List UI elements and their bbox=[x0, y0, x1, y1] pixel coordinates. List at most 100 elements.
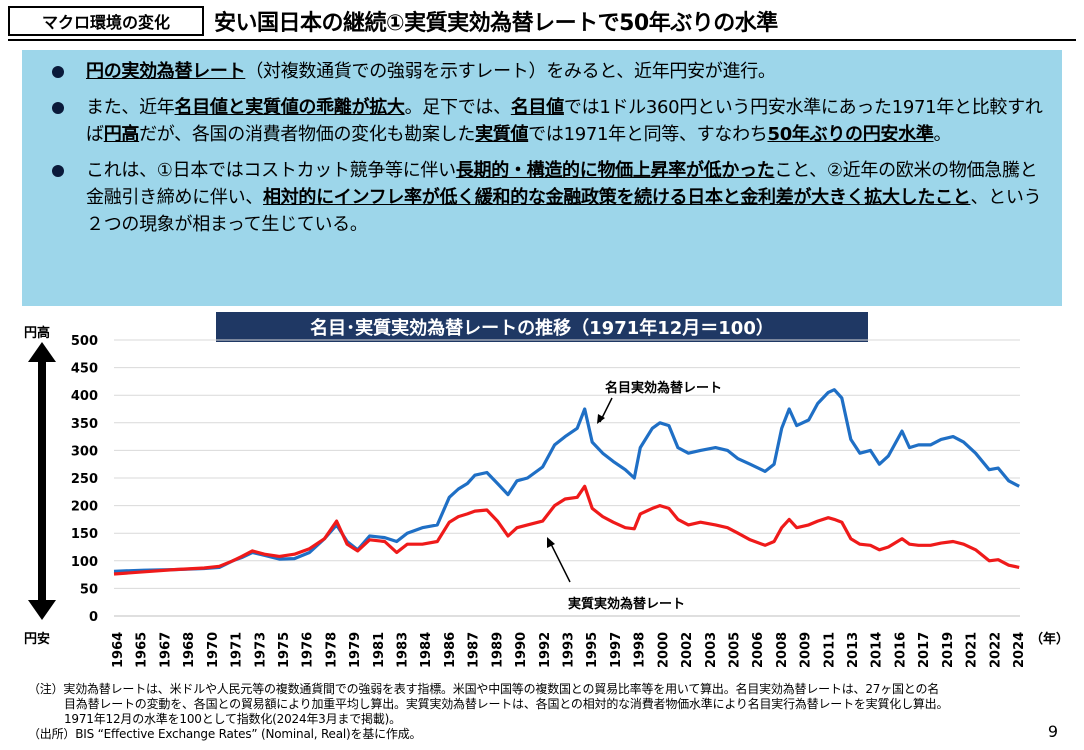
y-tick-label: 450 bbox=[71, 362, 98, 377]
x-tick-label: 2005 bbox=[727, 632, 742, 668]
series-label-real: 実質実効為替レート bbox=[568, 596, 685, 612]
x-tick-label: 1967 bbox=[158, 632, 173, 668]
bullet-2: また、近年名目値と実質値の乖離が拡大。足下では、名目値では1ドル360円という円… bbox=[40, 94, 1046, 148]
exchange-rate-chart: 0 50 100 150 200 250 300 350 400 450 500 1964 1965 19… bbox=[28, 334, 1027, 668]
down-arrow-icon bbox=[28, 600, 56, 620]
x-tick-label: 1990 bbox=[514, 632, 529, 668]
x-tick-label: 1973 bbox=[253, 632, 268, 668]
direction-arrow-shaft bbox=[38, 356, 46, 604]
x-tick-label: 1986 bbox=[443, 632, 458, 668]
bullet-segment: これは、①日本ではコストカット競争等に伴い bbox=[86, 160, 456, 181]
section-tag: マクロ環境の変化 bbox=[8, 6, 204, 36]
bullet-segment: 。 bbox=[933, 124, 952, 145]
bullet-segment: では1ドル360円という円安水準にあった1971年と比較すれば bbox=[86, 97, 1043, 145]
x-tick-label: 1976 bbox=[301, 632, 316, 668]
x-tick-label: 1971 bbox=[230, 632, 245, 668]
chart-title: 名目･実質実効為替レートの推移（1971年12月＝100） bbox=[216, 312, 868, 342]
y-tick-label: 100 bbox=[71, 555, 98, 570]
x-tick-label: 1970 bbox=[206, 632, 221, 668]
callout-arrow-real bbox=[549, 541, 571, 583]
y-tick-label: 500 bbox=[71, 334, 98, 349]
bullet-text: 円の実効為替レート（対複数通貨での強弱を示すレート）をみると、近年円安が進行。 bbox=[86, 61, 776, 82]
x-tick-label: 1989 bbox=[490, 632, 505, 668]
note-line-2: 目為替レートの変動を、各国との貿易額により加重平均し算出。実質実効為替レートは、… bbox=[64, 697, 949, 711]
title-divider bbox=[8, 39, 1076, 41]
bullet-dot-icon bbox=[52, 165, 64, 177]
up-arrow-icon bbox=[28, 342, 56, 362]
x-tick-label: 2002 bbox=[680, 632, 695, 668]
x-tick-label: 1998 bbox=[633, 632, 648, 668]
x-tick-label: 2022 bbox=[988, 632, 1003, 668]
x-tick-label: 2016 bbox=[893, 632, 908, 668]
x-tick-label: 1983 bbox=[396, 632, 411, 668]
x-tick-label: 1964 bbox=[111, 632, 126, 668]
x-tick-label: 1979 bbox=[348, 632, 363, 668]
x-tick-label: 2008 bbox=[775, 632, 790, 668]
x-tick-label: 2017 bbox=[917, 632, 932, 668]
y-tick-label: 150 bbox=[71, 527, 98, 542]
bullet-emphasis: 円高 bbox=[103, 124, 140, 145]
x-unit-label: （年） bbox=[1030, 632, 1070, 647]
x-tick-label: 1968 bbox=[182, 632, 197, 668]
y-tick-label: 0 bbox=[89, 610, 98, 625]
bullet-emphasis: 相対的にインフレ率が低く緩和的な金融政策を続ける日本と金利差が大きく拡大したこと bbox=[263, 187, 971, 208]
bullet-segment: また、近年 bbox=[86, 97, 175, 118]
x-tick-label: 2024 bbox=[1012, 632, 1027, 668]
x-tick-label: 1997 bbox=[609, 632, 624, 668]
x-tick-label: 1995 bbox=[585, 632, 600, 668]
arrowhead-icon bbox=[547, 537, 555, 548]
series-line-real bbox=[113, 484, 1020, 576]
x-tick-label: 2003 bbox=[704, 632, 719, 668]
x-tick-label: 1975 bbox=[277, 632, 292, 668]
bullet-segment: こと、②近年の欧米の物価急騰と金融引き締めに伴い、 bbox=[86, 160, 1038, 208]
bullet-emphasis: 長期的・構造的に物価上昇率が低かった bbox=[455, 160, 775, 181]
series-label-nominal: 名目実効為替レート bbox=[605, 380, 722, 396]
y-tick-label: 300 bbox=[71, 444, 98, 459]
source-line: （出所）BIS “Effective Exchange Rates” (Nomi… bbox=[28, 727, 422, 741]
arrowhead-icon bbox=[597, 414, 605, 424]
x-tick-label: 2019 bbox=[941, 632, 956, 668]
x-tick-label: 1984 bbox=[419, 632, 434, 668]
note-line-3: 1971年12月の水準を100として指数化(2024年3月まで掲載)。 bbox=[64, 712, 401, 726]
bullet-emphasis: 名目値 bbox=[510, 97, 564, 118]
footnote: （注）実効為替レートは、米ドルや人民元等の複数通貨間での強弱を表す指標。米国や中… bbox=[28, 682, 1038, 742]
x-tick-label: 2011 bbox=[822, 632, 837, 668]
bullet-text: また、近年名目値と実質値の乖離が拡大。足下では、名目値では1ドル360円という円… bbox=[86, 97, 1043, 145]
y-tick-label: 350 bbox=[71, 417, 98, 432]
y-low-label: 円安 bbox=[24, 632, 51, 647]
x-tick-label: 1965 bbox=[135, 632, 150, 668]
bullet-emphasis: 実質値 bbox=[475, 124, 529, 145]
bullet-segment: 。足下では、 bbox=[404, 97, 512, 118]
bullet-3: これは、①日本ではコストカット競争等に伴い長期的・構造的に物価上昇率が低かったこ… bbox=[40, 157, 1046, 238]
bullet-segment: では1971年と同等、すなわち bbox=[528, 124, 768, 145]
x-tick-label: 2009 bbox=[799, 632, 814, 668]
x-tick-label: 2021 bbox=[965, 632, 980, 668]
x-tick-label: 1981 bbox=[372, 632, 387, 668]
x-tick-label: 2006 bbox=[751, 632, 766, 668]
summary-box: 円の実効為替レート（対複数通貨での強弱を示すレート）をみると、近年円安が進行。 … bbox=[22, 50, 1062, 306]
page-title: 安い国日本の継続①実質実効為替レートで50年ぶりの水準 bbox=[214, 11, 778, 36]
x-tick-label: 2013 bbox=[846, 632, 861, 668]
bullet-dot-icon bbox=[52, 102, 64, 114]
x-tick-label: 1993 bbox=[562, 632, 577, 668]
y-tick-label: 200 bbox=[71, 500, 98, 515]
y-tick-label: 400 bbox=[71, 389, 98, 404]
bullet-emphasis: 名目値と実質値の乖離が拡大 bbox=[174, 97, 405, 118]
bullet-segment: 、という２つの現象が相まって生じている。 bbox=[86, 187, 1042, 235]
y-tick-label: 50 bbox=[80, 582, 98, 597]
bullet-text: これは、①日本ではコストカット競争等に伴い長期的・構造的に物価上昇率が低かったこ… bbox=[86, 160, 1042, 235]
x-tick-label: 2014 bbox=[870, 632, 885, 668]
bullet-emphasis: 50年ぶりの円安水準 bbox=[767, 124, 934, 145]
y-high-label: 円高 bbox=[24, 326, 51, 341]
x-tick-label: 2000 bbox=[656, 632, 671, 668]
page-number: 9 bbox=[1047, 722, 1058, 741]
y-tick-label: 250 bbox=[71, 472, 98, 487]
x-tick-label: 1978 bbox=[324, 632, 339, 668]
bullet-dot-icon bbox=[52, 66, 64, 78]
x-tick-label: 1987 bbox=[467, 632, 482, 668]
bullet-segment: だが、各国の消費者物価の変化も勘案した bbox=[139, 124, 476, 145]
note-line-1: （注）実効為替レートは、米ドルや人民元等の複数通貨間での強弱を表す指標。米国や中… bbox=[28, 682, 940, 696]
bullet-emphasis: 円の実効為替レート bbox=[86, 61, 246, 82]
series-line-nominal bbox=[113, 388, 1020, 573]
x-tick-label: 1992 bbox=[538, 632, 553, 668]
